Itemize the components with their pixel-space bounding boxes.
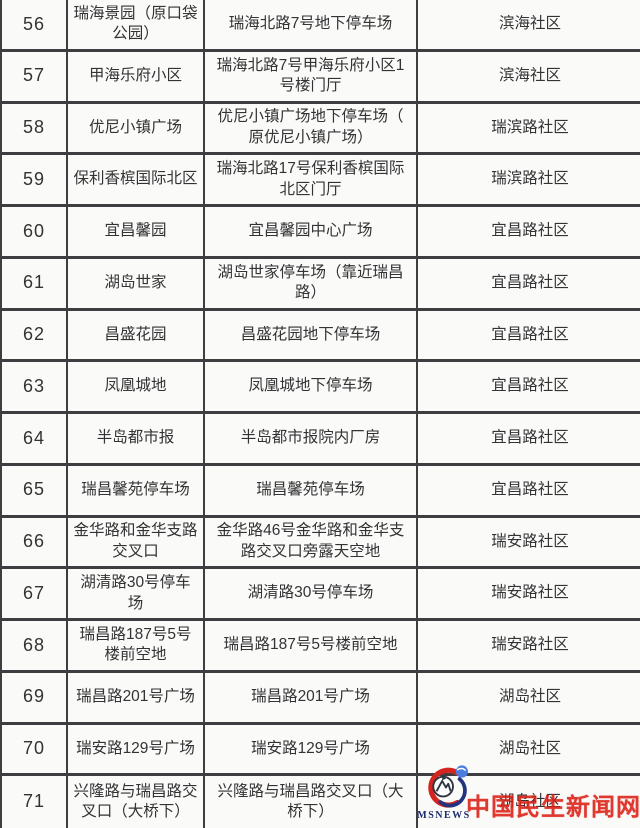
address-cell: 昌盛花园地下停车场 bbox=[205, 310, 418, 363]
name-cell: 金华路和金华支路交叉口 bbox=[68, 517, 205, 570]
row-index-cell: 62 bbox=[0, 310, 68, 363]
name-cell: 湖清路30号停车场 bbox=[68, 569, 205, 621]
address-cell: 瑞海北路7号地下停车场 bbox=[205, 0, 418, 52]
community-cell: 瑞安路社区 bbox=[418, 621, 640, 673]
name-cell: 瑞昌路187号5号楼前空地 bbox=[68, 621, 205, 673]
row-index-cell: 60 bbox=[0, 207, 68, 259]
name-cell: 保利香槟国际北区 bbox=[68, 155, 205, 207]
community-cell: 瑞安路社区 bbox=[418, 517, 640, 570]
name-cell: 半岛都市报 bbox=[68, 414, 205, 466]
name-cell: 甲海乐府小区 bbox=[68, 51, 205, 104]
row-index-cell: 61 bbox=[0, 258, 68, 311]
name-cell: 瑞昌路201号广场 bbox=[68, 672, 205, 725]
community-cell: 瑞滨路社区 bbox=[418, 155, 640, 207]
row-index-cell: 66 bbox=[0, 517, 68, 570]
row-index-cell: 63 bbox=[0, 362, 68, 414]
community-cell: 湖岛社区 bbox=[418, 724, 640, 777]
address-cell: 优尼小镇广场地下停车场（原优尼小镇广场） bbox=[205, 103, 418, 156]
community-cell: 瑞安路社区 bbox=[418, 569, 640, 621]
community-cell: 宜昌路社区 bbox=[418, 258, 640, 311]
address-cell: 兴隆路与瑞昌路交叉口（大桥下） bbox=[205, 776, 418, 828]
name-cell: 瑞海景园（原口袋公园） bbox=[68, 0, 205, 52]
address-cell: 瑞昌路201号广场 bbox=[205, 672, 418, 725]
row-index-cell: 68 bbox=[0, 621, 68, 673]
name-cell: 湖岛世家 bbox=[68, 258, 205, 311]
name-cell: 兴隆路与瑞昌路交叉口（大桥下） bbox=[68, 776, 205, 828]
community-cell: 湖岛社区 bbox=[418, 776, 640, 828]
name-cell: 凤凰城地 bbox=[68, 362, 205, 414]
address-cell: 金华路46号金华路和金华支路交叉口旁露天空地 bbox=[205, 517, 418, 570]
community-cell: 瑞滨路社区 bbox=[418, 103, 640, 156]
community-cell: 滨海社区 bbox=[418, 0, 640, 52]
row-index-cell: 57 bbox=[0, 51, 68, 104]
community-cell: 宜昌路社区 bbox=[418, 414, 640, 466]
row-index-cell: 64 bbox=[0, 414, 68, 466]
address-cell: 瑞昌路187号5号楼前空地 bbox=[205, 621, 418, 673]
community-cell: 滨海社区 bbox=[418, 51, 640, 104]
name-cell: 宜昌馨园 bbox=[68, 207, 205, 259]
row-index-cell: 65 bbox=[0, 465, 68, 518]
row-index-cell: 58 bbox=[0, 103, 68, 156]
community-cell: 湖岛社区 bbox=[418, 672, 640, 725]
address-cell: 瑞安路129号广场 bbox=[205, 724, 418, 777]
row-index-cell: 56 bbox=[0, 0, 68, 52]
address-cell: 半岛都市报院内厂房 bbox=[205, 414, 418, 466]
community-cell: 宜昌路社区 bbox=[418, 465, 640, 518]
address-cell: 瑞海北路7号甲海乐府小区1号楼门厅 bbox=[205, 51, 418, 104]
community-cell: 宜昌路社区 bbox=[418, 362, 640, 414]
row-index-cell: 59 bbox=[0, 155, 68, 207]
name-cell: 优尼小镇广场 bbox=[68, 103, 205, 156]
address-cell: 瑞昌馨苑停车场 bbox=[205, 465, 418, 518]
community-cell: 宜昌路社区 bbox=[418, 310, 640, 363]
row-index-cell: 71 bbox=[0, 776, 68, 828]
row-index-cell: 70 bbox=[0, 724, 68, 777]
name-cell: 昌盛花园 bbox=[68, 310, 205, 363]
address-cell: 瑞海北路17号保利香槟国际北区门厅 bbox=[205, 155, 418, 207]
address-cell: 湖岛世家停车场（靠近瑞昌路） bbox=[205, 258, 418, 311]
community-cell: 宜昌路社区 bbox=[418, 207, 640, 259]
name-cell: 瑞安路129号广场 bbox=[68, 724, 205, 777]
row-index-cell: 67 bbox=[0, 569, 68, 621]
name-cell: 瑞昌馨苑停车场 bbox=[68, 465, 205, 518]
address-cell: 湖清路30号停车场 bbox=[205, 569, 418, 621]
row-index-cell: 69 bbox=[0, 672, 68, 725]
address-cell: 凤凰城地下停车场 bbox=[205, 362, 418, 414]
address-cell: 宜昌馨园中心广场 bbox=[205, 207, 418, 259]
